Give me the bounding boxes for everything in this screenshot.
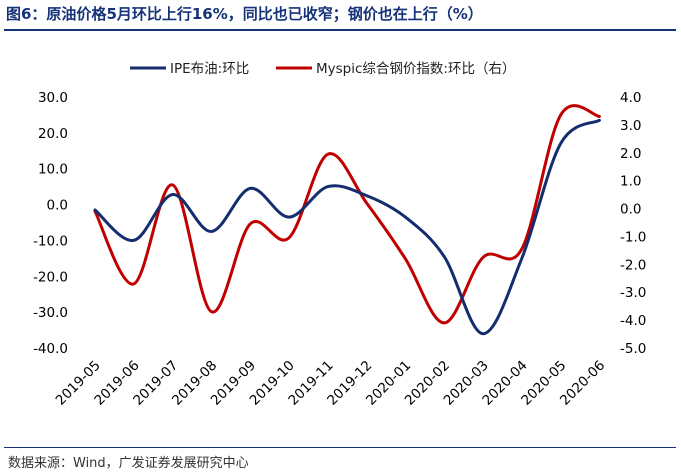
myspic-point-2020-01 [404,257,407,260]
right-axis-tick-label: -1.0 [620,229,646,245]
left-axis-tick-label: 30.0 [38,90,68,106]
left-y-axis: 30.0 20.0 10.0 0.0 -10.0 -20.0 -30.0 -40.0 [33,90,68,357]
myspic-point-2019-06 [132,282,135,285]
myspic-point-2019-07 [171,183,174,186]
myspic-point-2019-08 [210,310,213,313]
legend-label-ipe: IPE布油:环比 [170,61,249,77]
x-axis: 2019-052019-062019-072019-082019-092019-… [53,358,609,409]
ipe-point-2019-10 [288,216,291,219]
source-divider [4,447,676,448]
right-axis-tick-label: 0.0 [620,202,641,218]
right-axis-tick-label: 2.0 [620,146,641,162]
ipe-point-2020-01 [404,216,407,219]
ipe-point-2020-03 [482,332,485,335]
myspic-point-2019-12 [365,201,368,204]
myspic-point-2019-09 [249,222,252,225]
ipe-point-2020-04 [520,257,523,260]
source-note: 数据来源：Wind，广发证券发展研究中心 [8,456,249,471]
series-line-myspic [93,104,601,325]
right-axis-tick-label: -4.0 [620,313,646,329]
myspic-point-2019-10 [288,236,291,239]
right-axis-tick-label: 4.0 [620,90,641,106]
right-axis-tick-label: -3.0 [620,285,646,301]
series-line-ipe [93,118,601,336]
title-divider [4,29,676,31]
left-axis-tick-label: -10.0 [33,233,68,249]
left-axis-tick-label: 20.0 [38,126,68,142]
ipe-point-2019-09 [249,187,252,190]
ipe-point-2019-05 [94,208,97,211]
left-axis-tick-label: -20.0 [33,269,68,285]
chart-title: 图6：原油价格5月环比上行16%，同比也已收窄；钢价也在上行（%） [6,5,483,23]
ipe-point-2019-06 [132,239,135,242]
left-axis-tick-label: -40.0 [33,341,68,357]
myspic-point-2020-05 [559,114,562,117]
ipe-point-2020-02 [443,255,446,258]
left-axis-tick-label: 10.0 [38,162,68,178]
left-axis-tick-label: -30.0 [33,305,68,321]
chart-legend: IPE布油:环比 Myspic综合钢价指数:环比（右） [130,61,515,77]
ipe-point-2019-12 [365,194,368,197]
right-y-axis: 4.0 3.0 2.0 1.0 0.0 -1.0 -2.0 -3.0 -4.0 -5.0 [620,90,646,357]
ipe-point-2020-06 [598,119,601,122]
myspic-point-2020-06 [598,115,601,118]
right-axis-tick-label: 3.0 [620,118,641,134]
ipe-point-2019-08 [210,230,213,233]
ipe-point-2019-07 [171,193,174,196]
right-axis-tick-label: -5.0 [620,341,646,357]
legend-label-myspic: Myspic综合钢价指数:环比（右） [316,61,515,77]
myspic-point-2020-03 [482,256,485,259]
right-axis-tick-label: -2.0 [620,257,646,273]
series-lines [93,104,601,336]
myspic-point-2020-04 [520,247,523,250]
right-axis-tick-label: 1.0 [620,174,641,190]
ipe-point-2019-11 [326,185,329,188]
myspic-point-2020-02 [443,321,446,324]
left-axis-tick-label: 0.0 [47,198,68,214]
myspic-point-2019-11 [326,153,329,156]
ipe-point-2020-05 [559,142,562,145]
